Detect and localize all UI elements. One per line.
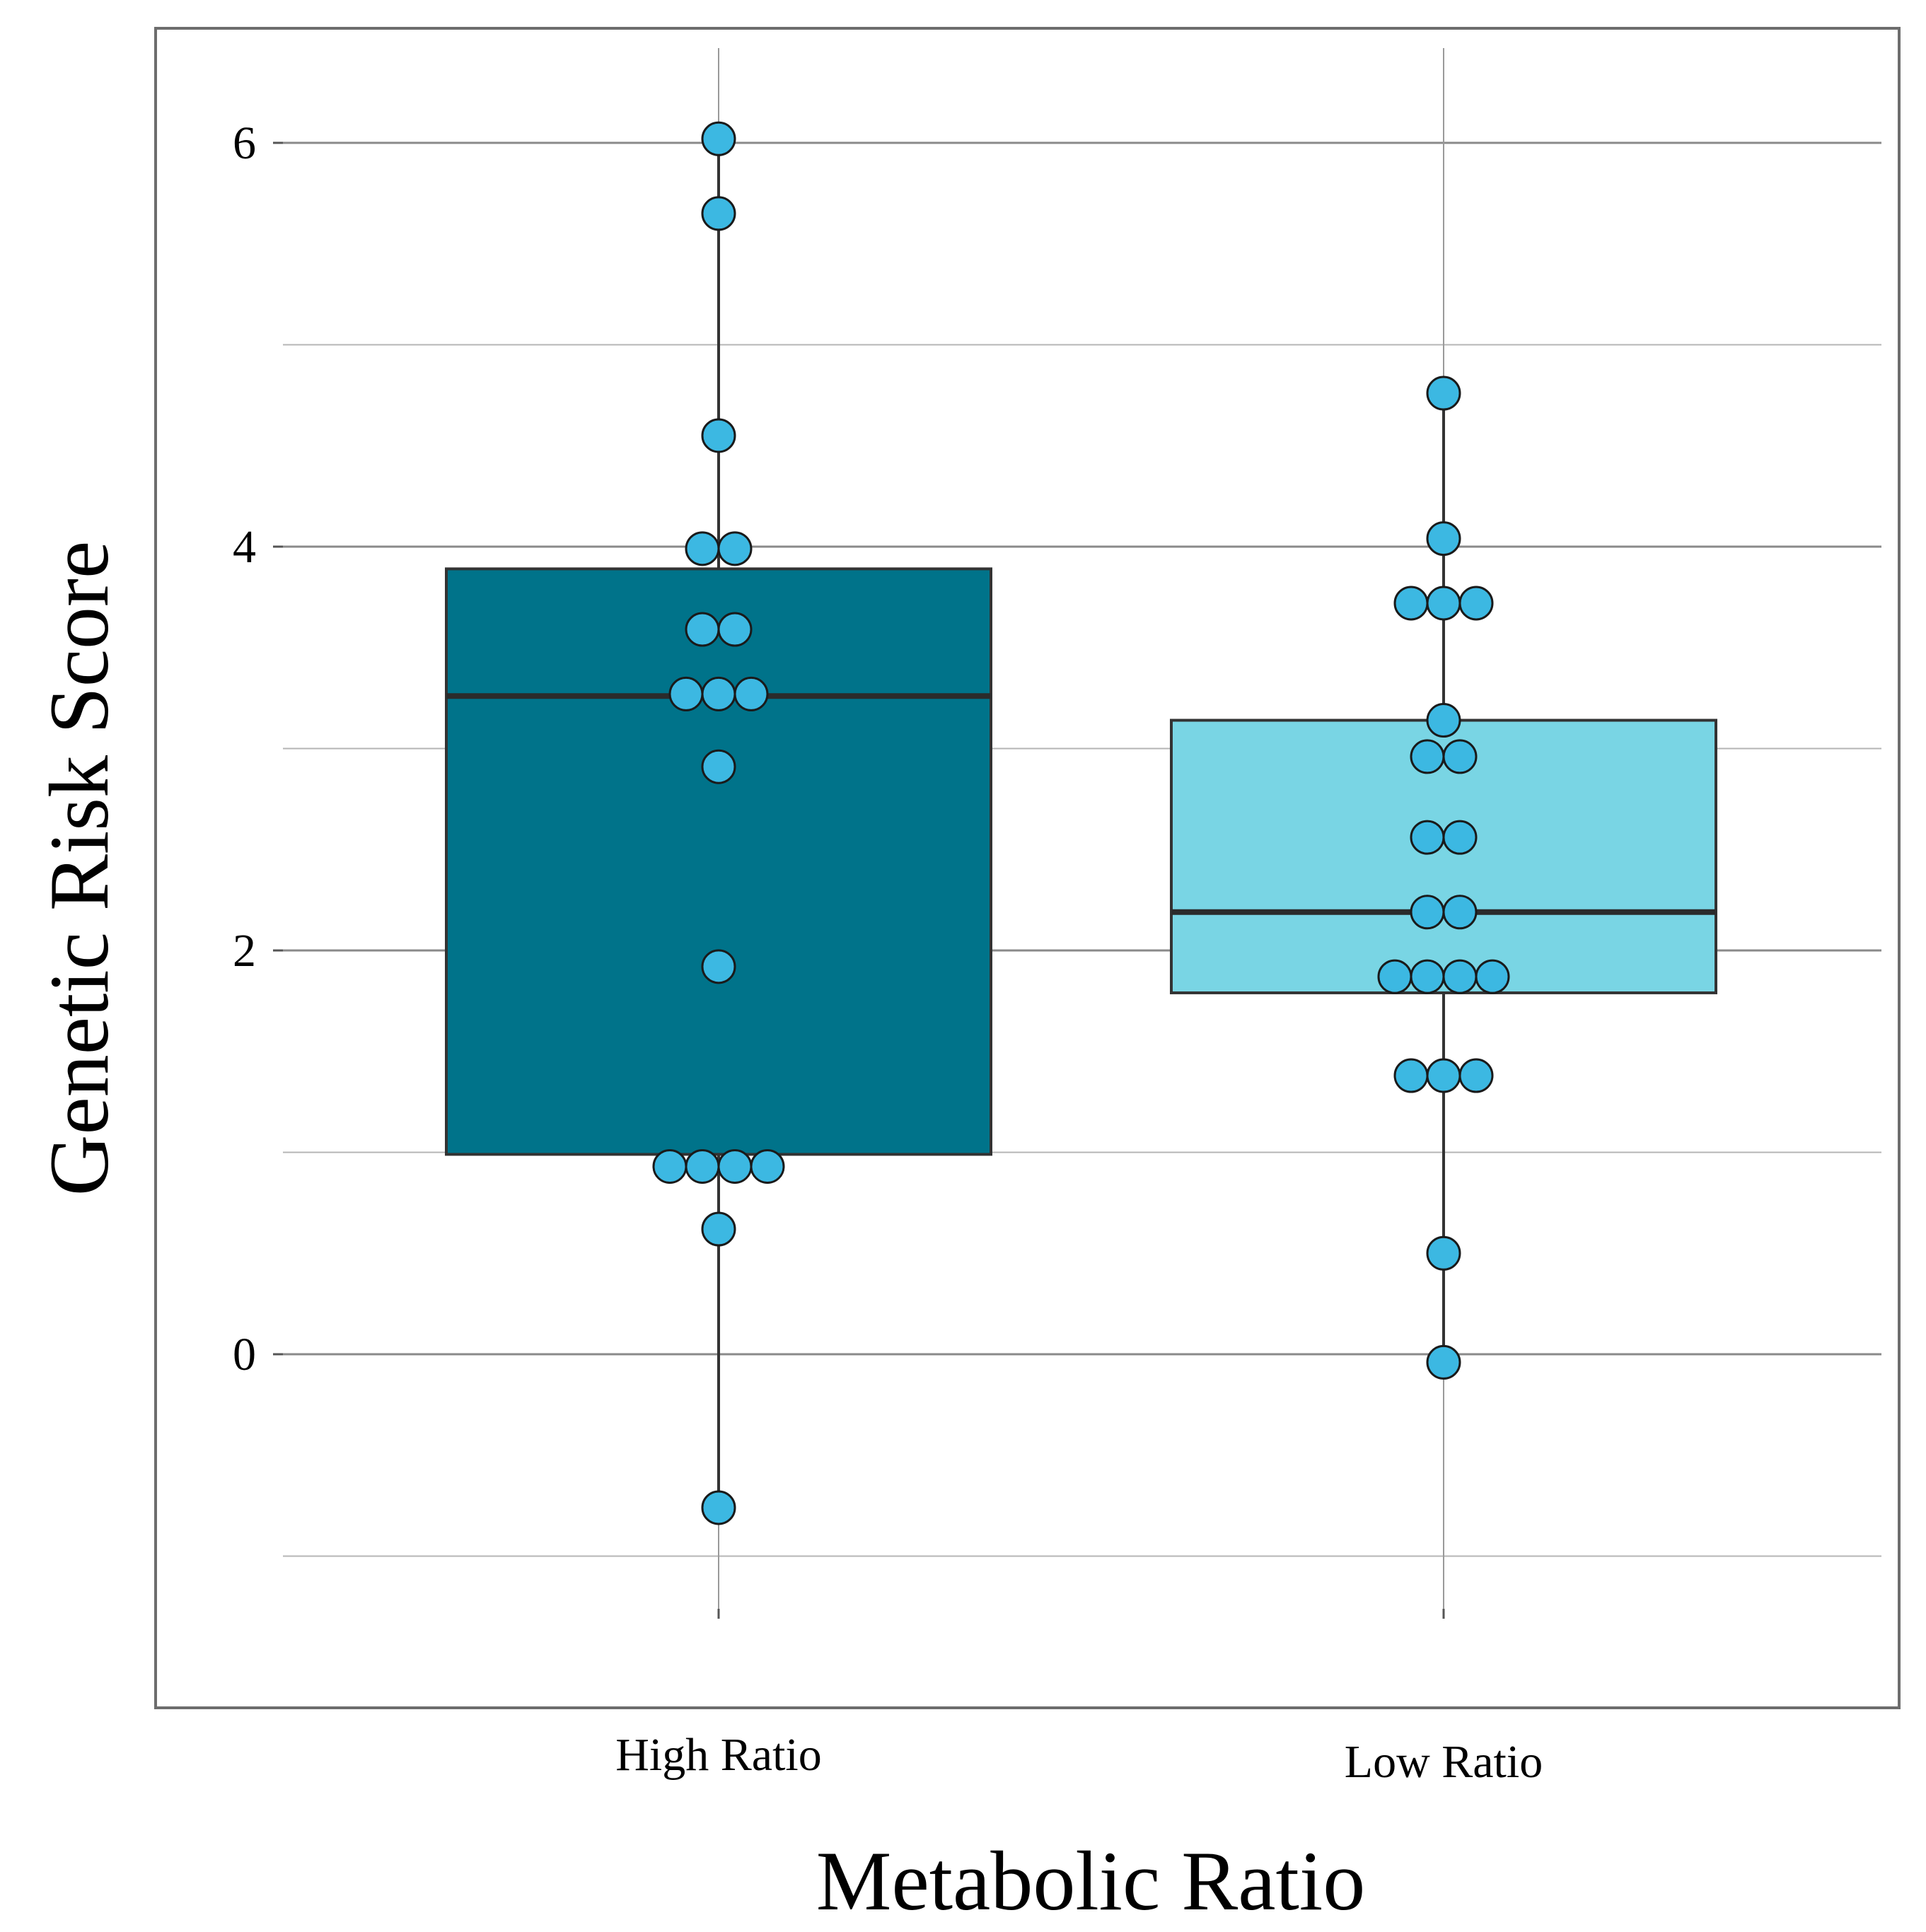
y-tick-label: 6 [233,117,256,169]
data-point [1426,1344,1461,1380]
data-point [1442,820,1478,855]
data-point [652,1148,688,1184]
data-point [733,676,769,711]
data-point [701,1490,736,1525]
data-point [701,196,736,231]
box-iqr [445,567,992,1156]
data-point [1442,895,1478,930]
data-point [1426,703,1461,738]
data-point [685,531,720,566]
y-tick-label: 4 [233,521,256,573]
data-point [701,676,736,711]
data-point [1426,1235,1461,1271]
data-point [1410,895,1445,930]
data-point [1410,739,1445,774]
point-layer [652,121,1510,1525]
data-point [1426,586,1461,621]
data-point [1426,521,1461,557]
data-point [701,121,736,156]
data-point [1475,959,1510,994]
x-category-label: High Ratio [615,1729,822,1781]
data-point [1377,959,1412,994]
plot-panel-border [154,27,1901,1709]
data-point [1458,586,1494,621]
data-point [717,531,753,566]
data-point [701,1211,736,1247]
x-axis-title: Metabolic Ratio [816,1834,1365,1928]
data-point [701,749,736,784]
data-point [701,418,736,453]
data-point [668,676,704,711]
data-point [1458,1058,1494,1093]
data-point [685,612,720,647]
data-point [1410,820,1445,855]
y-tick-label: 2 [233,925,256,977]
tick-label-layer: 0 2 4 6 High Ratio Low Ratio [233,117,1543,1788]
box-iqr [1170,718,1717,994]
data-point [1426,376,1461,411]
y-tick-label: 0 [233,1329,256,1380]
data-point [717,1148,753,1184]
data-point [1393,1058,1429,1093]
data-point [1393,586,1429,621]
data-point [750,1148,785,1184]
data-point [1426,1058,1461,1093]
y-axis-title: Genetic Risk Score [32,541,126,1196]
box-layer [445,139,1717,1508]
data-point [685,1148,720,1184]
data-point [1410,959,1445,994]
data-point [1442,739,1478,774]
x-category-label: Low Ratio [1345,1736,1543,1788]
data-point [701,949,736,984]
data-point [1442,959,1478,994]
data-point [717,612,753,647]
